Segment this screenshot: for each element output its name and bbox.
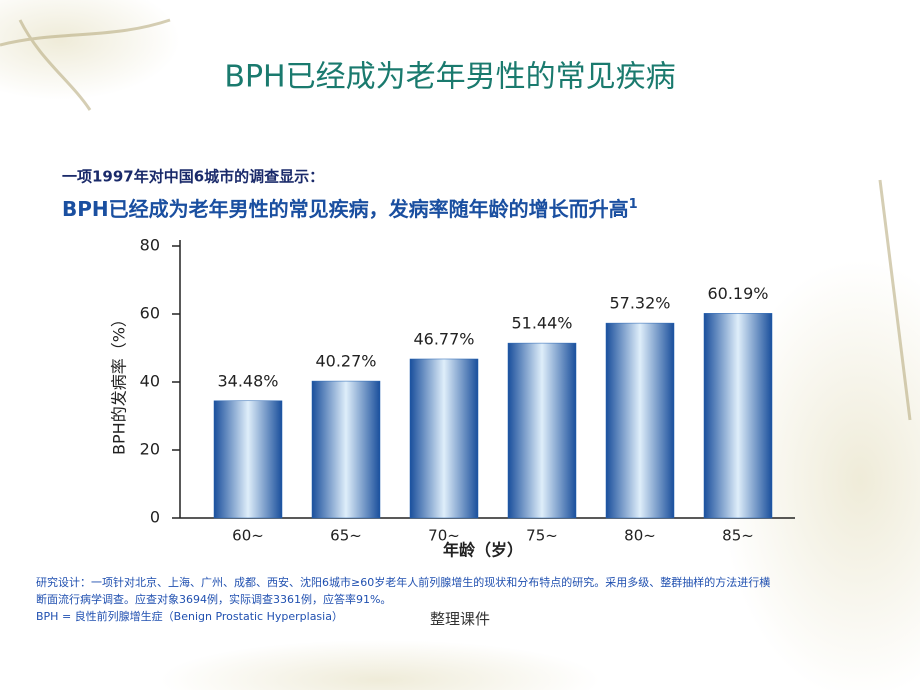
- bar: [311, 380, 381, 519]
- value-label: 46.77%: [413, 329, 474, 348]
- value-label: 40.27%: [315, 352, 376, 371]
- y-tick-label: 60: [140, 304, 160, 323]
- value-label: 57.32%: [609, 294, 670, 313]
- bar: [409, 358, 479, 519]
- slide-title: BPH已经成为老年男性的常见疾病: [224, 60, 675, 95]
- bar: [507, 342, 577, 519]
- headline-text: BPH已经成为老年男性的常见疾病，发病率随年龄的增长而升高: [62, 197, 629, 221]
- value-label: 51.44%: [511, 314, 572, 333]
- y-tick-label: 20: [140, 440, 160, 459]
- value-label: 34.48%: [217, 371, 278, 390]
- value-label: 60.19%: [707, 284, 768, 303]
- x-tick-label: 80~: [624, 527, 656, 545]
- bar: [605, 322, 675, 519]
- y-tick-label: 80: [140, 236, 160, 255]
- intro: 一项1997年对中国6城市的调查显示：: [62, 168, 324, 186]
- x-tick-label: 85~: [722, 527, 754, 545]
- x-axis-label: 年龄（岁）: [443, 541, 523, 560]
- superscript: 1: [629, 197, 638, 212]
- y-tick-label: 40: [140, 372, 160, 391]
- headline: BPH已经成为老年男性的常见疾病，发病率随年龄的增长而升高1: [62, 197, 638, 221]
- y-axis-label: BPH的发病率（%）: [110, 311, 129, 455]
- y-tick-label: 0: [150, 508, 160, 527]
- x-tick-label: 65~: [330, 527, 362, 545]
- bar: [213, 400, 283, 519]
- x-tick-label: 60~: [232, 527, 264, 545]
- footnote: BPH = 良性前列腺增生症（Benign Prostatic Hyperpla…: [36, 609, 343, 623]
- x-tick-label: 75~: [526, 527, 558, 545]
- footnote: 研究设计：一项针对北京、上海、广州、成都、西安、沈阳6城市≥60岁老年人前列腺增…: [36, 575, 770, 589]
- watermark: 整理课件: [430, 610, 490, 628]
- footnote: 断面流行病学调查。应查对象3694例，实际调查3361例，应答率91%。: [36, 592, 391, 606]
- x-tick-label: 70~: [428, 527, 460, 545]
- bar: [703, 313, 773, 519]
